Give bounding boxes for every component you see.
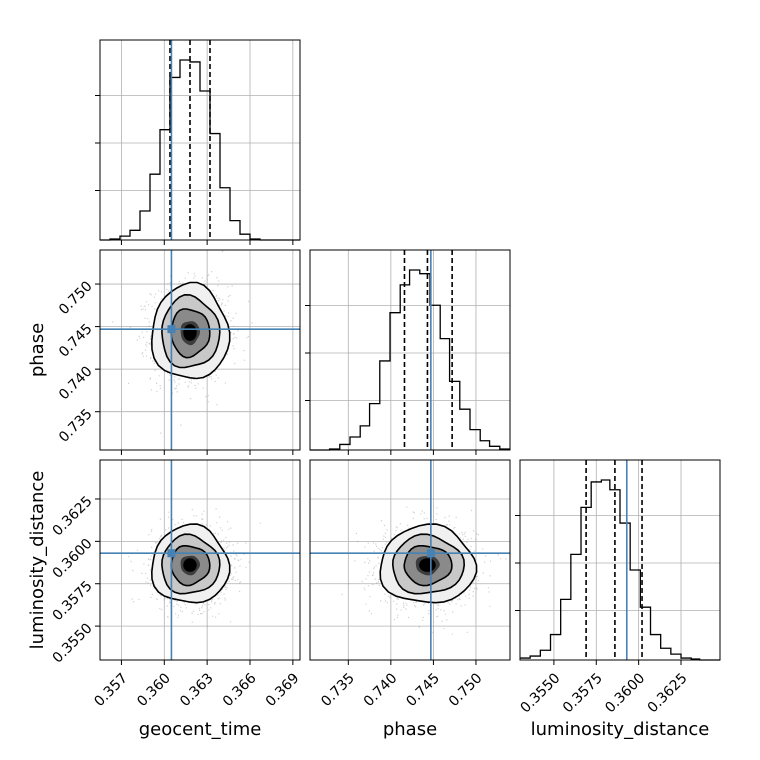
histogram-step-phase — [310, 269, 510, 451]
x-tick-label: 0.740 — [361, 670, 401, 710]
y-axis-title: luminosity_distance — [27, 471, 48, 650]
histogram-geocent_time — [95, 39, 301, 241]
panel-frame — [99, 459, 301, 661]
x-tick-label: 0.366 — [220, 670, 260, 710]
density-peak — [183, 558, 197, 572]
x-tick-label: 0.360 — [134, 670, 174, 710]
y-tick-label: 0.750 — [56, 278, 96, 318]
x-tick-label: 0.363 — [177, 670, 217, 710]
density-geocent_time-phase — [95, 249, 301, 455]
x-axis-title: luminosity_distance — [531, 719, 710, 740]
truth-marker — [426, 549, 435, 558]
y-tick-label: 0.3550 — [50, 620, 96, 666]
histogram-luminosity_distance — [515, 459, 721, 661]
x-tick-label: 0.3550 — [518, 670, 564, 716]
x-axis-title: phase — [383, 719, 437, 740]
scatter-points — [128, 508, 261, 627]
y-tick-label: 0.740 — [56, 363, 96, 403]
truth-marker — [167, 325, 176, 334]
density-area — [310, 460, 510, 660]
density-peak — [183, 324, 197, 341]
x-tick-label: 0.745 — [403, 670, 443, 710]
density-geocent_time-luminosity_distance — [95, 459, 301, 665]
x-tick-label: 0.750 — [446, 670, 486, 710]
panel-frame — [309, 249, 511, 451]
histogram-step-luminosity_distance — [520, 479, 720, 661]
x-tick-label: 0.3575 — [560, 670, 606, 716]
y-tick-label: 0.3600 — [50, 536, 96, 582]
panel-frame — [519, 459, 721, 661]
x-tick-label: 0.3600 — [602, 670, 648, 716]
y-tick-label: 0.735 — [56, 406, 96, 446]
panel-frame — [99, 249, 301, 451]
truth-marker — [167, 549, 176, 558]
y-tick-label: 0.3625 — [50, 493, 96, 539]
y-tick-label: 0.3575 — [50, 578, 96, 624]
histogram-phase — [305, 249, 511, 451]
x-tick-label: 0.3625 — [645, 670, 691, 716]
density-area — [100, 250, 300, 450]
density-phase-luminosity_distance — [309, 459, 511, 665]
x-tick-label: 0.357 — [91, 670, 131, 710]
y-axis-title: phase — [27, 323, 48, 377]
y-tick-label: 0.745 — [56, 321, 96, 361]
x-axis-title: geocent_time — [139, 719, 262, 740]
histogram-step-geocent_time — [100, 59, 300, 241]
x-tick-label: 0.735 — [318, 670, 358, 710]
density-peak — [419, 558, 436, 572]
panel-frame — [99, 39, 301, 241]
panel-frame — [309, 459, 511, 661]
density-area — [100, 460, 300, 660]
x-tick-label: 0.369 — [263, 670, 303, 710]
